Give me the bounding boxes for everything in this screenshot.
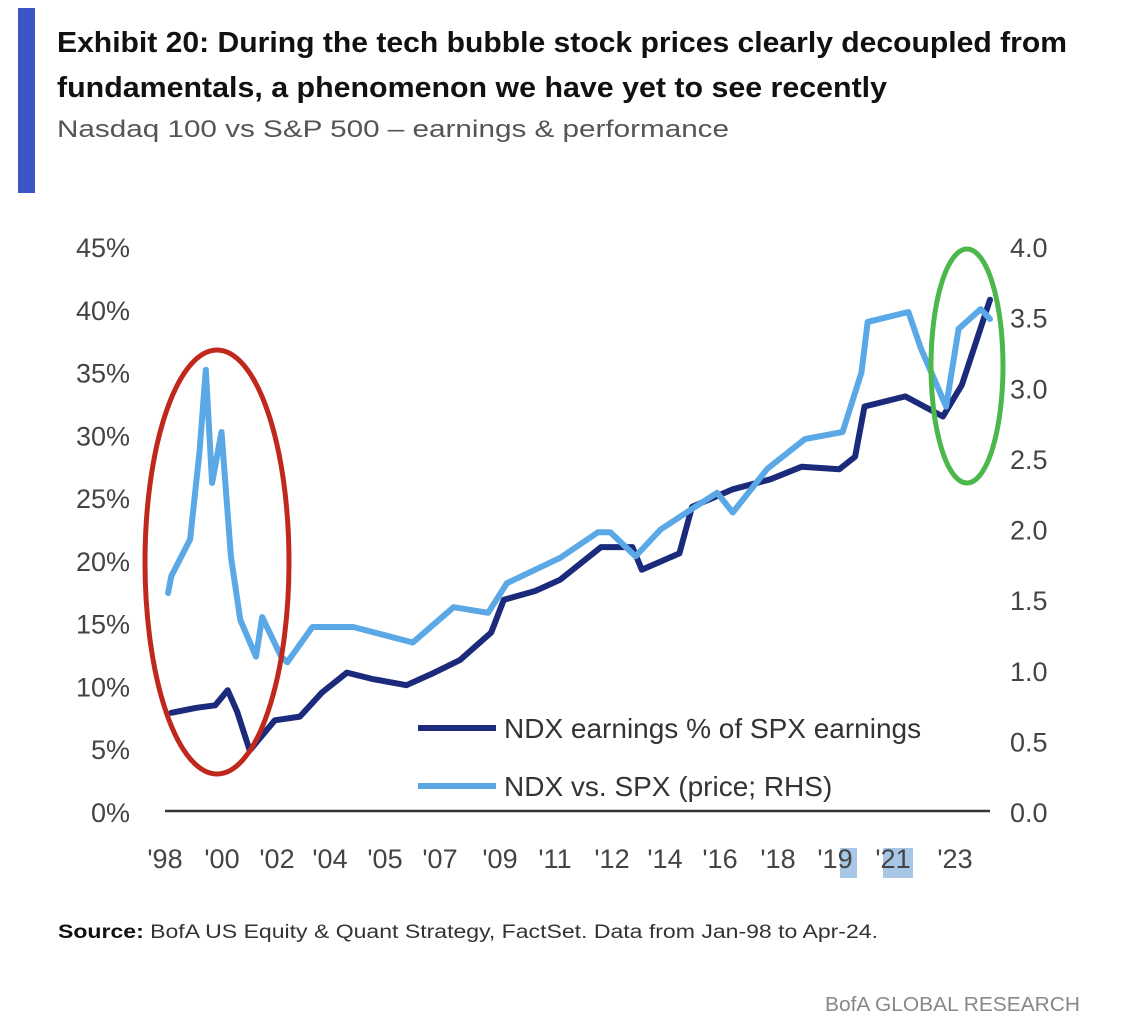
legend: NDX earnings % of SPX earnings NDX vs. S…	[418, 713, 921, 802]
series-line-ndx-vs-spx	[165, 306, 993, 666]
x-tick-highlight	[840, 848, 857, 878]
accent-bar	[18, 8, 35, 193]
y-right-tick-label: 3.5	[1010, 304, 1048, 334]
y-left-tick-label: 45%	[76, 233, 130, 263]
annotations	[142, 246, 1006, 777]
source-text: BofA US Equity & Quant Strategy, FactSet…	[144, 922, 878, 943]
y-left-tick-label: 30%	[76, 421, 130, 451]
x-tick-label: '09	[482, 844, 517, 874]
y-right-tick-label: 2.0	[1010, 516, 1048, 546]
x-tick-label: '02	[259, 844, 294, 874]
y-left-tick-label: 20%	[76, 547, 130, 577]
x-tick-label: '05	[367, 844, 402, 874]
x-tick-label: '07	[422, 844, 457, 874]
x-tick-label: '14	[647, 844, 682, 874]
source-note: Source: BofA US Equity & Quant Strategy,…	[58, 922, 878, 943]
chart-title-line2: fundamentals, a phenomenon we have yet t…	[57, 72, 887, 104]
x-tick-label: '98	[147, 844, 182, 874]
chart-subtitle: Nasdaq 100 vs S&P 500 – earnings & perfo…	[57, 116, 729, 143]
x-highlight-boxes	[840, 848, 913, 878]
legend-label-price: NDX vs. SPX (price; RHS)	[504, 771, 832, 802]
series-line-ndx-earnings	[168, 296, 993, 754]
y-left-tick-label: 5%	[91, 735, 130, 765]
legend-label-earnings: NDX earnings % of SPX earnings	[504, 713, 921, 744]
y-left-tick-label: 25%	[76, 484, 130, 514]
highlight-ellipse-recent	[928, 246, 1006, 486]
x-tick-label: '18	[760, 844, 795, 874]
x-tick-label: '00	[204, 844, 239, 874]
y-right-tick-label: 1.5	[1010, 586, 1048, 616]
chart-title-line1: Exhibit 20: During the tech bubble stock…	[57, 27, 1067, 59]
y-left-tick-label: 35%	[76, 359, 130, 389]
y-right-tick-label: 1.0	[1010, 657, 1048, 687]
highlight-ellipse-tech-bubble	[142, 347, 292, 777]
y-right-tick-label: 2.5	[1010, 445, 1048, 475]
y-left-tick-label: 15%	[76, 610, 130, 640]
x-tick-label: '21	[875, 844, 910, 874]
y-axis-left: 0% 5% 10% 15% 20% 25% 30% 35% 40% 45%	[76, 233, 130, 828]
y-right-tick-label: 3.0	[1010, 374, 1048, 404]
x-tick-label: '16	[702, 844, 737, 874]
y-left-tick-label: 10%	[76, 672, 130, 702]
x-tick-highlight	[883, 848, 913, 878]
x-tick-label: '12	[594, 844, 629, 874]
source-label: Source:	[58, 922, 144, 943]
y-left-tick-label: 0%	[91, 798, 130, 828]
x-axis: '98 '00 '02 '04 '05 '07 '09 '11 '12 '14 '16 '18 '19 '…	[147, 844, 972, 874]
y-right-tick-label: 4.0	[1010, 233, 1048, 263]
y-right-tick-label: 0.5	[1010, 727, 1048, 757]
y-left-tick-label: 40%	[76, 296, 130, 326]
x-tick-label: '19	[817, 844, 852, 874]
y-right-tick-label: 0.0	[1010, 798, 1048, 828]
x-tick-label: '04	[312, 844, 347, 874]
x-tick-label: '23	[937, 844, 972, 874]
series-group	[165, 296, 993, 754]
y-axis-right: 0.0 0.5 1.0 1.5 2.0 2.5 3.0 3.5 4.0	[1010, 233, 1048, 828]
x-tick-label: '11	[538, 844, 571, 874]
brand-logo-text: BofA GLOBAL RESEARCH	[825, 994, 1080, 1014]
